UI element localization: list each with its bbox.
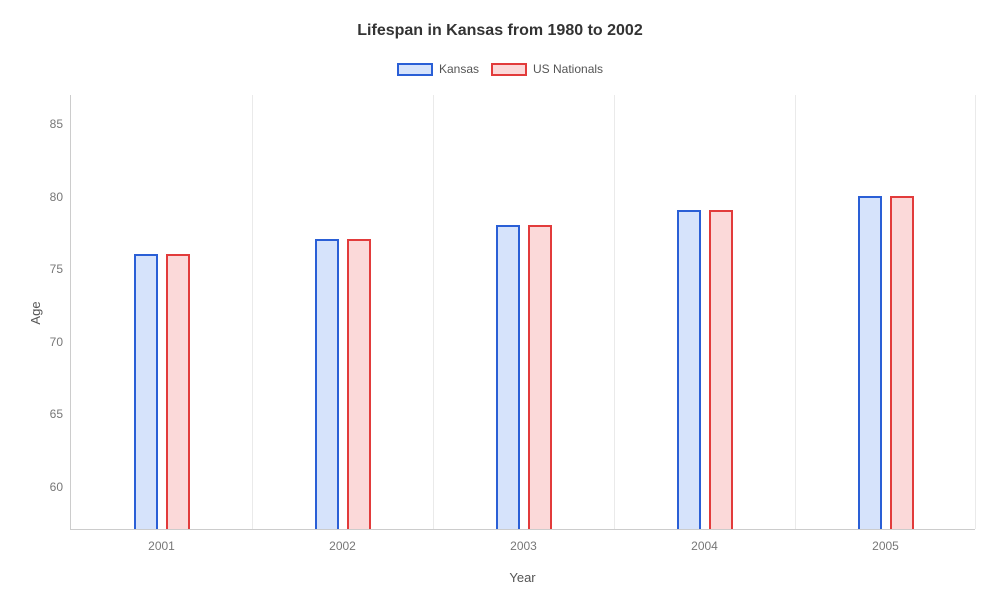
- bar-kansas: [315, 239, 339, 529]
- y-tick-label: 60: [50, 480, 71, 494]
- bar-kansas: [134, 254, 158, 530]
- chart-container: Lifespan in Kansas from 1980 to 2002 Kan…: [0, 0, 1000, 600]
- legend-item-us: US Nationals: [491, 62, 603, 76]
- y-tick-label: 75: [50, 262, 71, 276]
- bar-us-nationals: [709, 210, 733, 529]
- grid-line: [795, 95, 796, 529]
- legend-swatch-kansas: [397, 63, 433, 76]
- grid-line: [614, 95, 615, 529]
- plot-area: 60657075808520012002200320042005: [70, 95, 975, 530]
- legend-label: US Nationals: [533, 62, 603, 76]
- bar-us-nationals: [347, 239, 371, 529]
- grid-line: [252, 95, 253, 529]
- y-tick-label: 80: [50, 190, 71, 204]
- legend-item-kansas: Kansas: [397, 62, 479, 76]
- bar-us-nationals: [166, 254, 190, 530]
- grid-line: [975, 95, 976, 529]
- x-tick-label: 2003: [510, 529, 537, 553]
- bar-kansas: [496, 225, 520, 530]
- y-axis-title: Age: [28, 301, 43, 324]
- grid-line: [433, 95, 434, 529]
- bar-kansas: [858, 196, 882, 530]
- bar-kansas: [677, 210, 701, 529]
- bar-us-nationals: [890, 196, 914, 530]
- chart-title: Lifespan in Kansas from 1980 to 2002: [0, 22, 1000, 40]
- y-tick-label: 85: [50, 117, 71, 131]
- y-tick-label: 65: [50, 407, 71, 421]
- y-tick-label: 70: [50, 335, 71, 349]
- x-tick-label: 2004: [691, 529, 718, 553]
- x-axis-title: Year: [509, 570, 535, 585]
- x-tick-label: 2005: [872, 529, 899, 553]
- legend-swatch-us: [491, 63, 527, 76]
- legend-label: Kansas: [439, 62, 479, 76]
- x-tick-label: 2002: [329, 529, 356, 553]
- bar-us-nationals: [528, 225, 552, 530]
- x-tick-label: 2001: [148, 529, 175, 553]
- legend: Kansas US Nationals: [0, 62, 1000, 76]
